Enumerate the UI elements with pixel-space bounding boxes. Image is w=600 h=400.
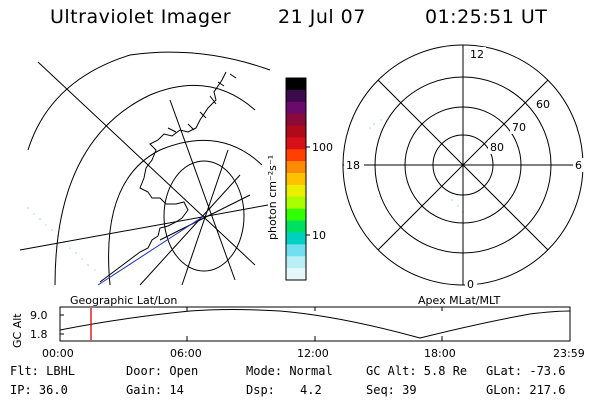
mode-info: Mode: Normal [246,364,333,378]
meridian-3 [169,99,236,281]
timeline-ytick-1.8: 1.8 [30,328,48,341]
satellite-track [97,215,205,286]
lat-circle-inner [108,139,263,286]
colorbar-band [286,125,306,138]
time-label: 01:25:51 UT [425,6,548,28]
meridian-6 [159,194,251,241]
colorbar-band [286,232,306,245]
colorbar-unit-label: photon cm⁻²s⁻¹ [266,155,279,240]
meridian-4 [139,174,241,286]
colorbar-band [286,89,306,103]
colorbar-frame [285,77,307,281]
timeline-ytick-9: 9.0 [30,309,48,322]
glon-info: GLon: 217.6 [486,383,566,397]
mlat-label-80: 80 [490,141,504,154]
meridian-1 [19,204,269,251]
colorbar-band [286,173,306,186]
mlt-label-0: 0 [467,278,474,291]
orbit-altitude-curve [59,309,571,339]
colorbar-band [286,149,306,162]
colorbar-tick-label-10: 10 [312,229,326,242]
colorbar-band [286,208,306,222]
lat-circle-mid [54,84,256,286]
timeline-xtick-2359: 23:59 [553,347,585,360]
orbit-timeline [59,306,571,342]
timeline-xtick-0600: 06:00 [170,347,202,360]
colorbar-band [286,244,306,257]
glat-info: GLat: -73.6 [486,364,566,378]
dsp-label: Dsp: [246,383,275,397]
colorbar-band [286,137,306,150]
timeline-xtick-1800: 18:00 [424,347,456,360]
mlt-label-12: 12 [470,48,484,61]
coastline [99,71,227,283]
mlat-label-70: 70 [512,121,526,134]
mlt-label-18: 18 [346,159,360,172]
mlt-label-6: 6 [575,159,582,172]
colorbar-band [286,256,306,269]
dsp-value: 4.2 [300,383,322,397]
gc-alt-info: GC Alt: 5.8 Re [366,364,468,378]
colorbar-band [286,78,306,91]
ip-info: IP: 36.0 [10,383,68,397]
colorbar-band [286,196,306,210]
timeline-xtick-0000: 00:00 [42,347,74,360]
colorbar-band [286,161,306,174]
coastline-islands [167,73,237,133]
colorbar [286,78,306,281]
filter-info: Flt: LBHL [10,364,76,378]
colorbar-band [286,268,306,281]
date-label: 21 Jul 07 [278,6,366,28]
meridian-2 [37,61,256,266]
lat-circle-outer [27,51,271,151]
colorbar-band [286,184,306,198]
colorbar-tick-label-100: 100 [312,141,333,154]
mlat-label-60: 60 [536,98,550,111]
colorbar-band [286,220,306,233]
auroral-oval-circle [163,160,245,272]
timeline-xtick-1200: 12:00 [297,347,329,360]
polar-axis-diag-2 [377,79,549,251]
door-info: Door: Open [126,364,199,378]
gain-info: Gain: 14 [126,383,184,397]
seq-info: Seq: 39 [366,383,417,397]
colorbar-band [286,101,306,115]
timeline-frame [59,306,571,342]
geographic-map [19,51,271,286]
instrument-title: Ultraviolet Imager [50,6,232,28]
apex-label: Apex MLat/MLT [418,294,501,307]
timeline-ylabel: GC Alt [11,313,24,348]
geographic-label: Geographic Lat/Lon [70,294,177,307]
polar-plot [342,44,584,286]
colorbar-band [286,113,306,127]
